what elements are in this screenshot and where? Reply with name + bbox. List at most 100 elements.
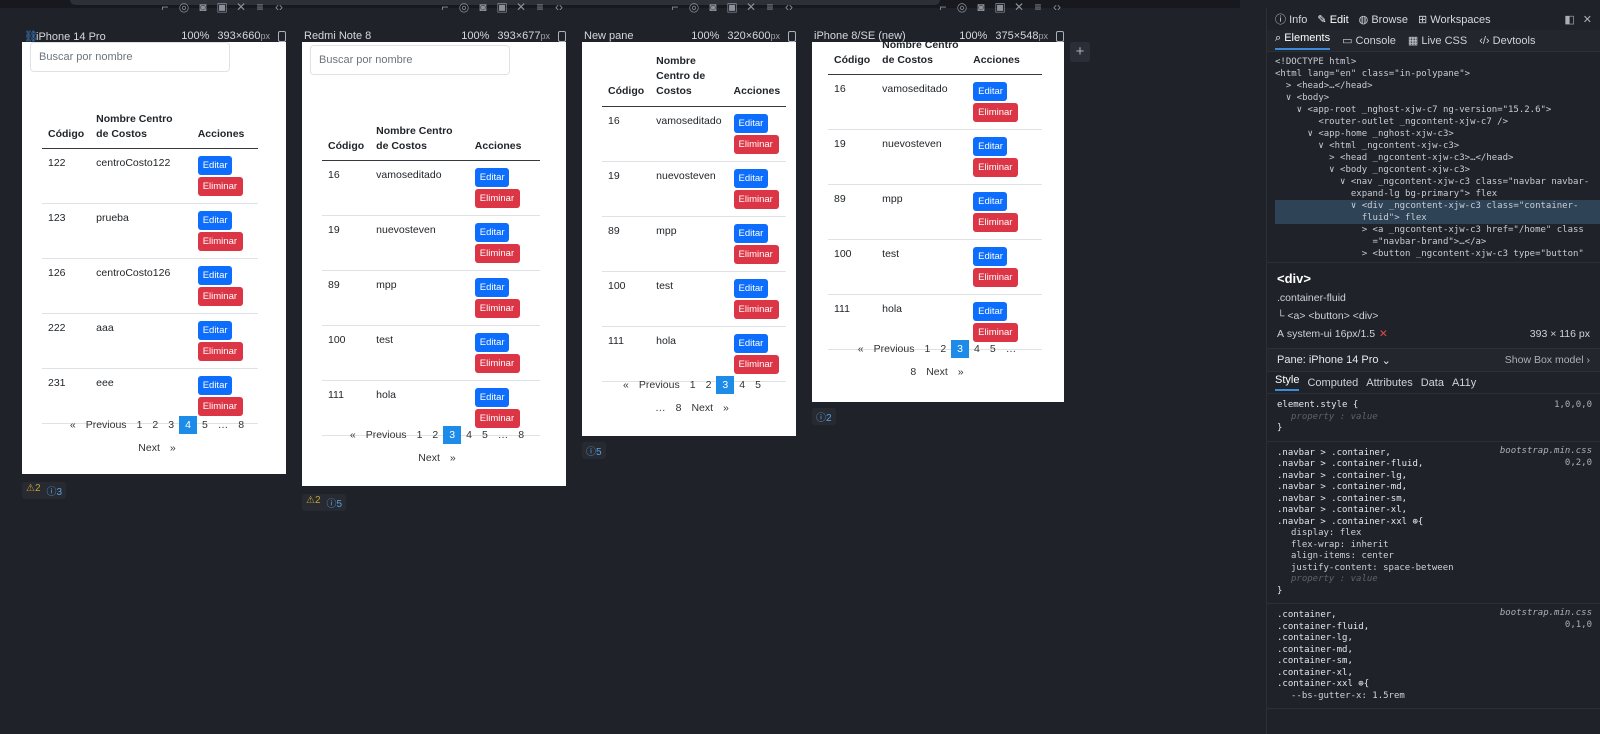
computed-tab[interactable]: Computed — [1307, 376, 1359, 389]
edit-button[interactable]: Editar — [197, 211, 232, 231]
code-icon[interactable]: ‹› — [555, 0, 563, 14]
tools-icon[interactable]: ✕ — [745, 0, 757, 14]
target-icon[interactable]: ◎ — [178, 0, 190, 14]
ruler-icon[interactable]: ⌐ — [441, 0, 449, 14]
page-link[interactable]: Next — [926, 366, 948, 378]
pane-title[interactable]: Redmi Note 8 — [304, 30, 371, 42]
camera-icon[interactable]: ◙ — [199, 0, 207, 14]
live-css-tab[interactable]: ▦ Live CSS — [1407, 35, 1468, 47]
dom-node-line[interactable]: fluid"> flex — [1275, 212, 1600, 224]
delete-button[interactable]: Eliminar — [973, 323, 1019, 343]
edit-button[interactable]: Editar — [197, 266, 232, 286]
browse-tab[interactable]: ◍ Browse — [1358, 13, 1409, 26]
dom-node-line[interactable]: > <button _ngcontent-xjw-c3 type="button… — [1275, 249, 1584, 259]
pane-dimensions[interactable]: 393×677px — [497, 30, 550, 42]
page-link[interactable]: 1 — [924, 343, 931, 355]
dom-node-line[interactable]: expand-lg bg-primary"> flex — [1275, 189, 1498, 199]
pane-title[interactable]: New pane — [584, 30, 634, 42]
delete-button[interactable]: Eliminar — [973, 103, 1019, 123]
pane-dimensions[interactable]: 393×660px — [217, 30, 270, 42]
sliders-icon[interactable]: ≡ — [766, 0, 774, 14]
page-link[interactable]: 4 — [466, 429, 472, 441]
page-link[interactable]: Previous — [638, 379, 680, 391]
zoom-level[interactable]: 100% — [181, 30, 210, 42]
page-link[interactable]: 1 — [136, 419, 143, 431]
console-tab[interactable]: ▭ Console — [1342, 35, 1396, 47]
devtools-tab[interactable]: ‹/› Devtools — [1479, 34, 1536, 47]
ruler-icon[interactable]: ⌐ — [161, 0, 169, 14]
page-link-active[interactable]: 4 — [179, 416, 197, 434]
dom-node-line[interactable]: ∨ <html _ngcontent-xjw-c3> — [1275, 141, 1460, 151]
code-icon[interactable]: ‹› — [1053, 0, 1061, 14]
page-link[interactable]: 2 — [152, 419, 159, 431]
pane-title[interactable]: iPhone 8/SE (new) — [814, 30, 906, 42]
delete-button[interactable]: Eliminar — [197, 232, 243, 252]
target-icon[interactable]: ◎ — [956, 0, 968, 14]
dom-node-line[interactable]: ∨ <app-home _nghost-xjw-c3> — [1275, 129, 1454, 139]
dom-node-line[interactable]: ∨ <body> — [1275, 93, 1330, 103]
delete-button[interactable]: Eliminar — [733, 299, 779, 319]
page-link[interactable]: 1 — [689, 379, 696, 391]
camera-icon[interactable]: ◙ — [479, 0, 487, 14]
edit-button[interactable]: Editar — [197, 376, 232, 396]
container-rule[interactable]: bootstrap.min.css 0,1,0 .container, .cont… — [1267, 604, 1600, 709]
page-link[interactable]: Previous — [85, 419, 127, 431]
page-link[interactable]: Previous — [365, 429, 407, 441]
device-icon[interactable] — [558, 30, 566, 42]
page-link-active[interactable]: 3 — [951, 340, 970, 358]
zoom-level[interactable]: 100% — [461, 30, 490, 42]
pane-dimensions[interactable]: 375×548px — [995, 30, 1048, 42]
device-icon[interactable] — [788, 30, 796, 42]
dom-node-line[interactable]: ∨ <nav _ngcontent-xjw-c3 class="navbar n… — [1275, 177, 1590, 187]
dom-node-line[interactable]: > <head>…</head> — [1275, 81, 1373, 91]
tools-icon[interactable]: ✕ — [1013, 0, 1025, 14]
image-icon[interactable]: ▣ — [726, 0, 738, 14]
image-icon[interactable]: ▣ — [994, 0, 1006, 14]
close-icon[interactable]: ✕ — [1582, 13, 1592, 26]
property-placeholder[interactable]: property : value — [1291, 574, 1378, 584]
page-link[interactable]: » — [169, 442, 176, 454]
page-link[interactable]: » — [723, 402, 729, 414]
page-link[interactable]: 5 — [989, 343, 996, 355]
workspaces-tab[interactable]: ⊞ Workspaces — [1418, 13, 1491, 26]
edit-button[interactable]: Editar — [733, 168, 768, 188]
code-icon[interactable]: ‹› — [275, 0, 283, 14]
page-link[interactable]: 4 — [974, 343, 980, 355]
edit-button[interactable]: Editar — [973, 192, 1008, 212]
info-badge[interactable]: ⓘ5 — [326, 499, 343, 510]
edit-button[interactable]: Editar — [474, 223, 509, 243]
target-icon[interactable]: ◎ — [688, 0, 700, 14]
code-icon[interactable]: ‹› — [785, 0, 793, 14]
dom-node-line[interactable]: > <head _ngcontent-xjw-c3>…</head> — [1275, 153, 1514, 163]
search-input[interactable]: Buscar por nombre — [30, 42, 230, 72]
attributes-tab[interactable]: Attributes — [1366, 376, 1413, 389]
edit-button[interactable]: Editar — [973, 82, 1008, 102]
warning-badge[interactable]: ⚠2 — [26, 483, 41, 494]
info-badge[interactable]: ⓘ3 — [46, 487, 63, 498]
delete-button[interactable]: Eliminar — [197, 397, 243, 417]
edit-button[interactable]: Editar — [733, 113, 768, 133]
edit-button[interactable]: Editar — [474, 388, 509, 408]
page-link[interactable]: 5 — [481, 429, 488, 441]
page-link[interactable]: … — [217, 419, 229, 431]
dom-node-line[interactable]: ∨ <app-root _nghost-xjw-c7 ng-version="1… — [1275, 105, 1552, 115]
style-tab[interactable]: Style — [1275, 374, 1300, 391]
page-link[interactable]: « — [857, 343, 864, 355]
pane-status[interactable]: ⚠2 ⓘ3 — [22, 482, 67, 499]
dock-icon[interactable]: ◧ — [1564, 13, 1575, 26]
css-declaration[interactable]: align-items: center — [1291, 551, 1394, 561]
dom-tree[interactable]: <!DOCTYPE html> <html lang="en" class="in… — [1267, 52, 1600, 262]
ruler-icon[interactable]: ⌐ — [939, 0, 947, 14]
page-link[interactable]: … — [1005, 343, 1017, 355]
data-tab[interactable]: Data — [1420, 376, 1444, 389]
delete-button[interactable]: Eliminar — [197, 287, 243, 307]
edit-button[interactable]: Editar — [197, 321, 232, 341]
dom-node-line[interactable]: ∨ <body _ngcontent-xjw-c3> — [1275, 165, 1471, 175]
delete-button[interactable]: Eliminar — [733, 134, 779, 154]
tools-icon[interactable]: ✕ — [235, 0, 247, 14]
camera-icon[interactable]: ◙ — [709, 0, 717, 14]
page-link[interactable]: 4 — [739, 379, 746, 391]
add-pane-button[interactable]: + — [1070, 42, 1090, 62]
page-link[interactable]: « — [69, 419, 76, 431]
rule-source[interactable]: bootstrap.min.css — [1499, 445, 1592, 456]
